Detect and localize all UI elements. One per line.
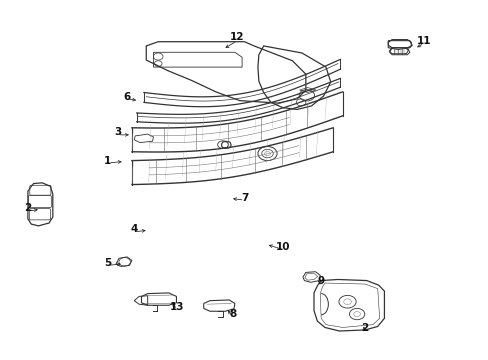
Text: 8: 8	[228, 309, 236, 319]
Text: 9: 9	[317, 275, 324, 285]
Text: 10: 10	[275, 242, 289, 252]
Text: 7: 7	[240, 193, 248, 203]
Text: 11: 11	[416, 36, 430, 46]
Text: 2: 2	[24, 203, 31, 213]
Text: 3: 3	[114, 127, 121, 138]
Text: 1: 1	[104, 156, 111, 166]
Text: 12: 12	[229, 32, 244, 42]
Text: 4: 4	[130, 224, 138, 234]
Text: 6: 6	[123, 92, 130, 102]
Text: 5: 5	[104, 258, 111, 268]
Text: 2: 2	[360, 323, 367, 333]
Text: 13: 13	[170, 302, 184, 312]
